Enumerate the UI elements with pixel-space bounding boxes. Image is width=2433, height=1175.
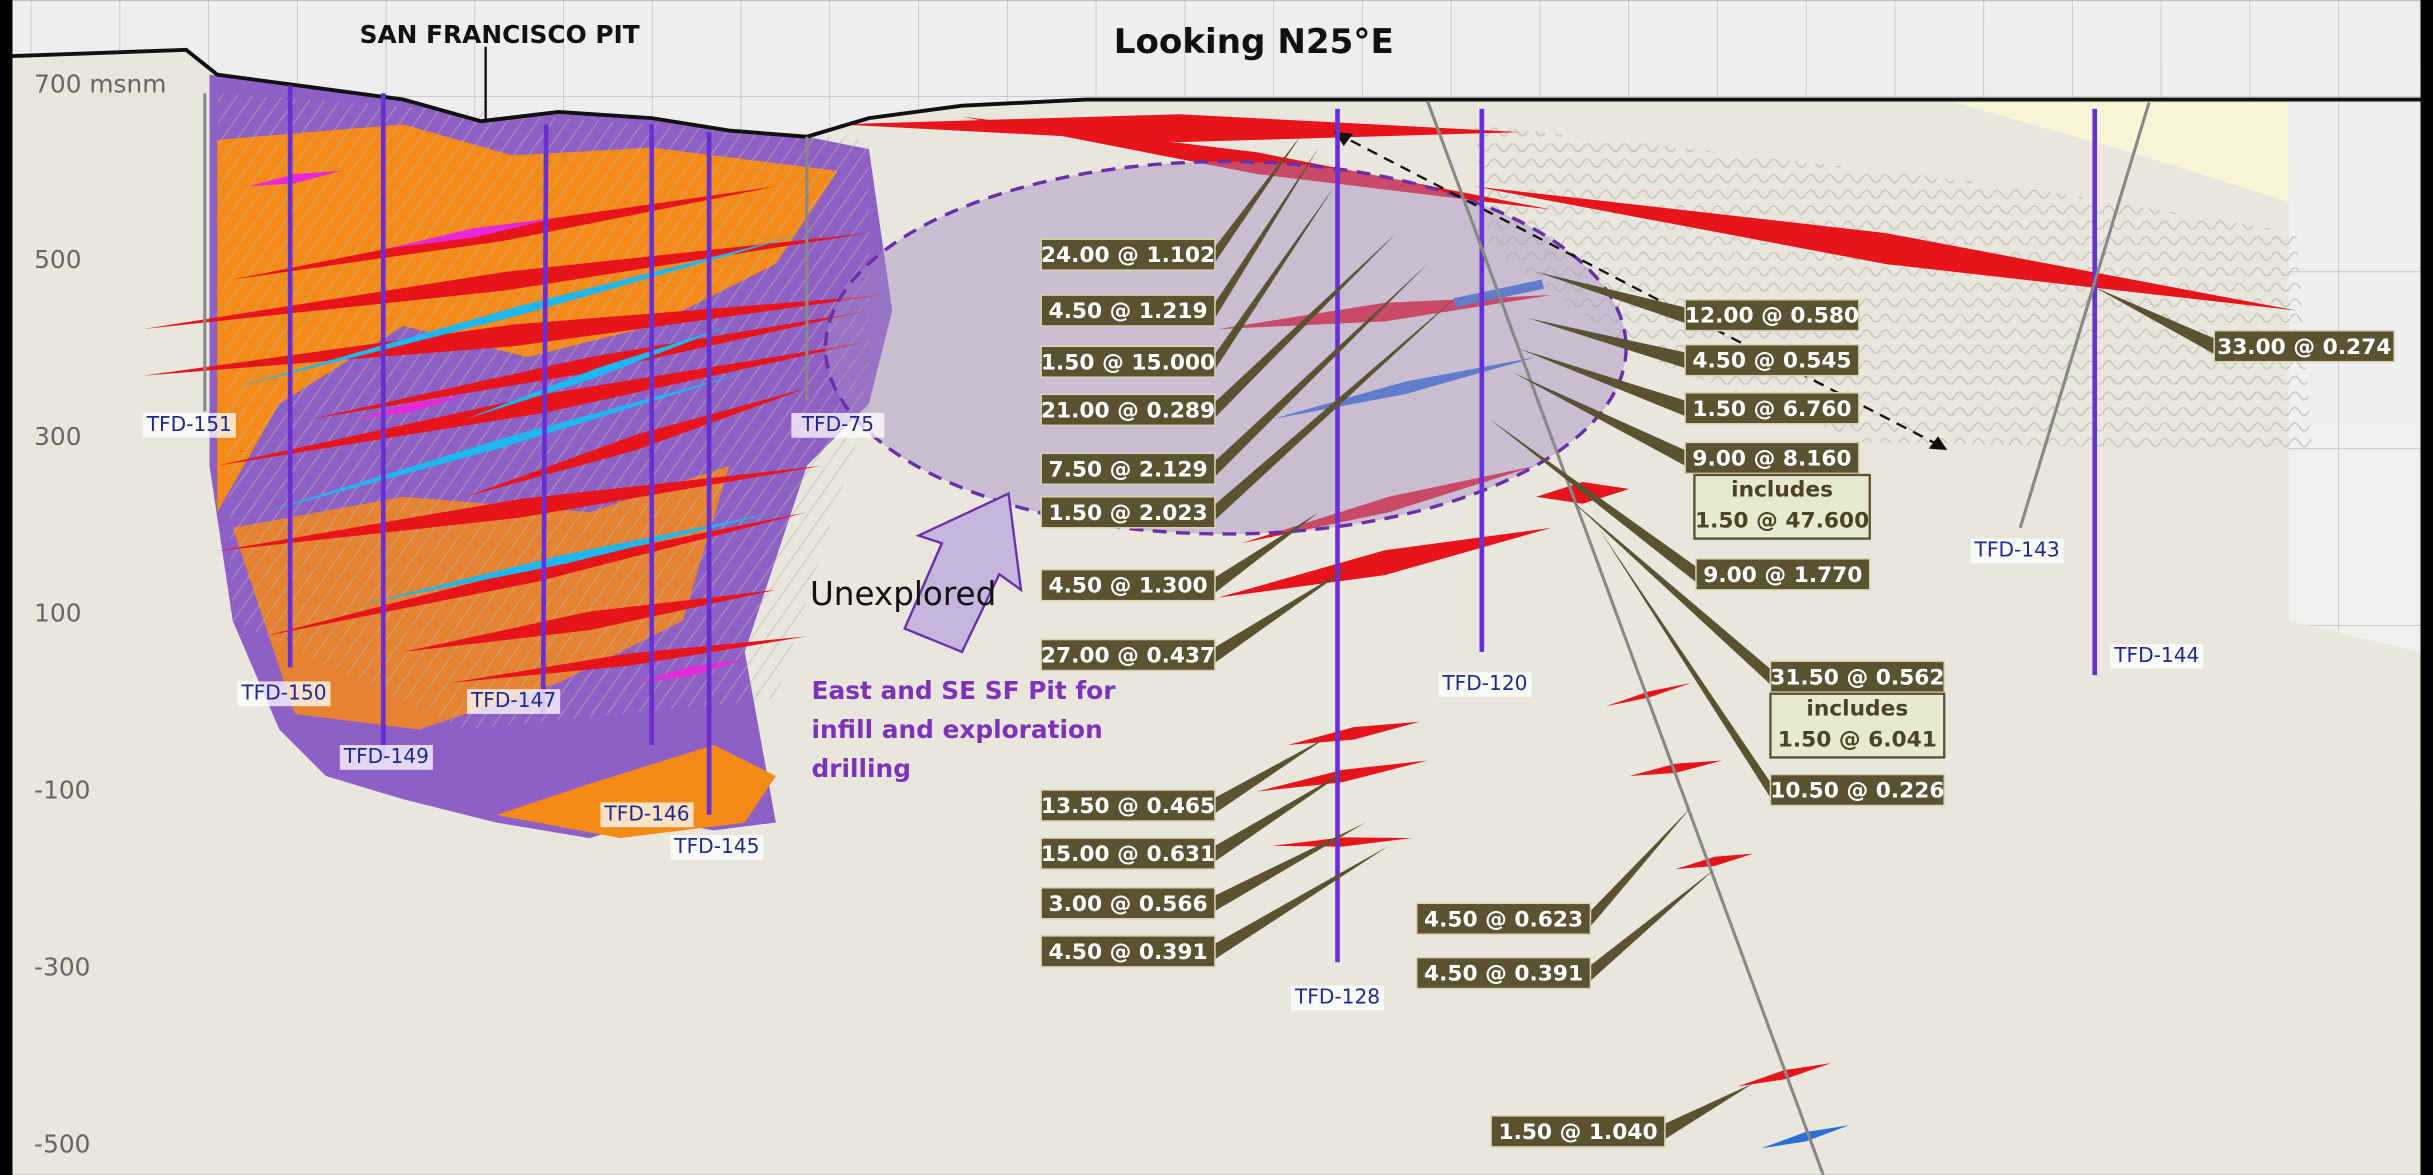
target-note: infill and exploration: [812, 715, 1103, 744]
drill-hole-label: TFD-147: [470, 688, 556, 712]
drill-hole-label: TFD-149: [343, 744, 429, 768]
intercept-label: 9.00 @ 8.160: [1692, 446, 1851, 471]
intercept-label: 31.50 @ 0.562: [1770, 665, 1944, 690]
intercept-label: 1.50 @ 1.040: [1498, 1120, 1657, 1145]
intercept-label: 21.00 @ 0.289: [1041, 398, 1215, 423]
elevation-label: 500: [34, 245, 81, 274]
intercept-label: 1.50 @ 2.023: [1048, 501, 1207, 526]
drill-hole-label: TFD-150: [240, 680, 326, 704]
target-note: drilling: [812, 754, 911, 783]
drill-hole-label: TFD-75: [801, 412, 874, 436]
intercept-label: 7.50 @ 2.129: [1048, 457, 1207, 482]
drill-hole-label: TFD-151: [146, 412, 232, 436]
drill-hole-label: TFD-120: [1441, 671, 1527, 695]
intercept-label: 3.00 @ 0.566: [1048, 892, 1207, 917]
intercept-label: 4.50 @ 0.545: [1692, 349, 1851, 374]
intercept-label: 4.50 @ 1.219: [1048, 299, 1207, 324]
intercept-label: 1.50 @ 15.000: [1041, 350, 1215, 375]
drill-hole-label: TFD-146: [603, 801, 689, 825]
drill-hole-label: TFD-143: [1974, 538, 2060, 562]
includes-value: 1.50 @ 47.600: [1695, 509, 1869, 534]
elevation-label: -500: [34, 1129, 90, 1158]
intercept-label: 9.00 @ 1.770: [1703, 563, 1862, 588]
unexplored-label: Unexplored: [810, 575, 996, 613]
drill-hole-label: TFD-128: [1294, 984, 1380, 1008]
drill-hole-label: TFD-144: [2113, 643, 2199, 667]
elevation-label: -300: [34, 952, 90, 981]
elevation-label: 700 msnm: [34, 70, 166, 99]
elevation-label: -100: [34, 776, 90, 805]
intercept-label: 12.00 @ 0.580: [1685, 304, 1859, 329]
includes-label: includes: [1806, 696, 1908, 721]
intercept-label: 27.00 @ 0.437: [1041, 644, 1215, 669]
drill-hole-label: TFD-145: [673, 834, 759, 858]
includes-value: 1.50 @ 6.041: [1778, 727, 1937, 752]
target-note: East and SE SF Pit for: [812, 676, 1117, 705]
frame: [0, 0, 12, 1175]
elevation-label: 300: [34, 422, 81, 451]
intercept-label: 33.00 @ 0.274: [2217, 335, 2391, 360]
intercept-label: 4.50 @ 0.391: [1424, 962, 1583, 987]
drill-trace: [543, 124, 546, 714]
pit-label: SAN FRANCISCO PIT: [360, 20, 640, 49]
intercept-label: 10.50 @ 0.226: [1770, 779, 1944, 804]
intercept-label: 24.00 @ 1.102: [1041, 243, 1215, 268]
intercept-label: 4.50 @ 1.300: [1048, 574, 1207, 599]
intercept-label: 13.50 @ 0.465: [1041, 794, 1215, 819]
intercept-label: 15.00 @ 0.631: [1041, 842, 1215, 867]
intercept-label: 4.50 @ 0.623: [1424, 907, 1583, 932]
elevation-label: 100: [34, 599, 81, 628]
frame: [2421, 0, 2433, 1175]
title: Looking N25°E: [1114, 22, 1394, 62]
cross-section: 700 msnm 500 300 100 -100 -300 -500 TFD-151 TFD-…: [0, 0, 2433, 1175]
intercept-label: 1.50 @ 6.760: [1692, 397, 1851, 422]
includes-label: includes: [1731, 478, 1833, 503]
intercept-label: 4.50 @ 0.391: [1048, 940, 1207, 965]
